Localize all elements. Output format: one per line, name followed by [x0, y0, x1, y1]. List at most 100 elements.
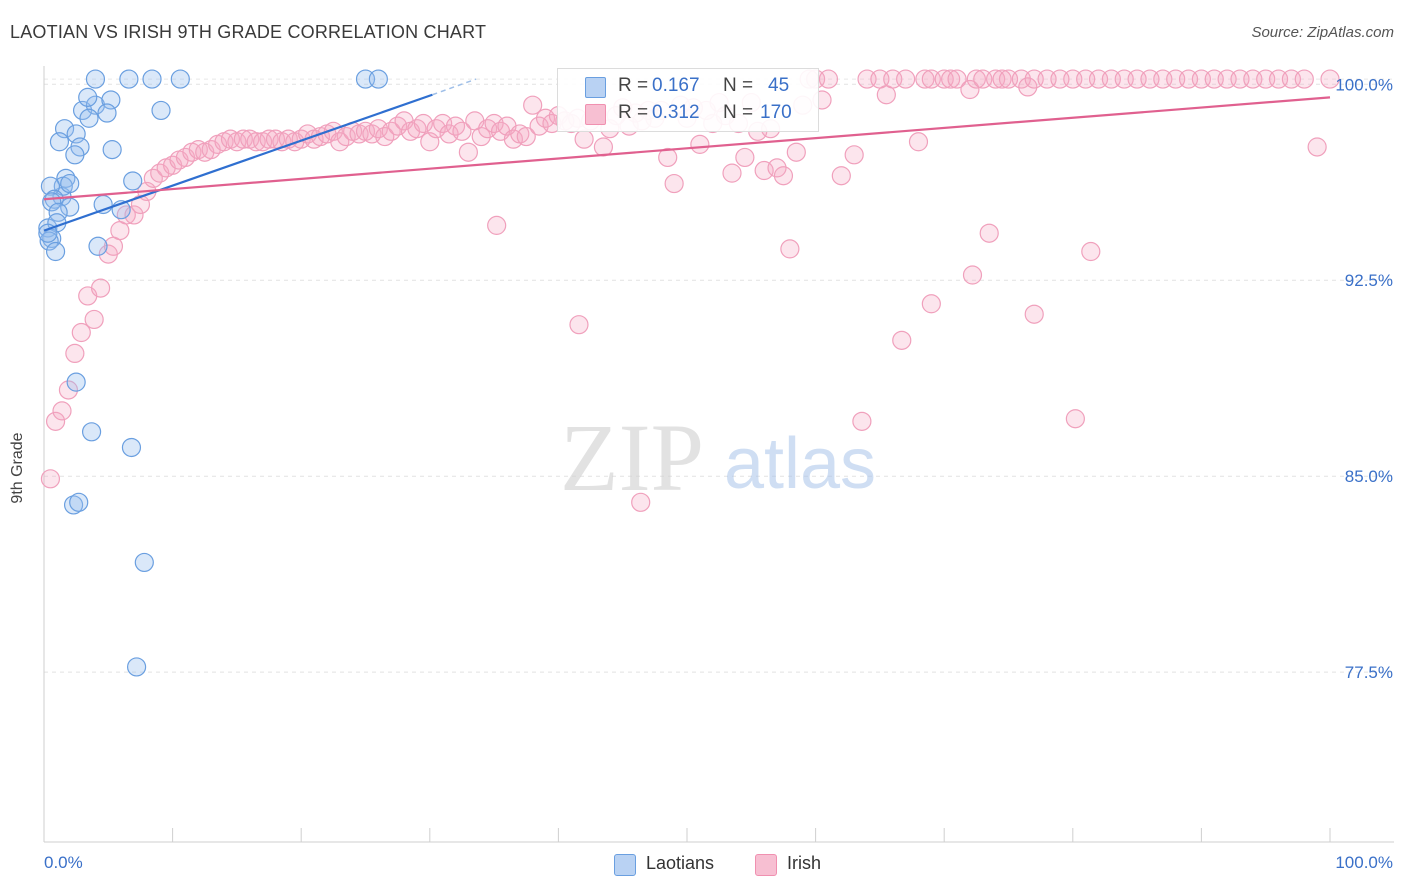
irish-point — [1307, 137, 1327, 157]
laotian-point — [45, 241, 66, 262]
irish-point — [947, 69, 967, 89]
irish-point — [458, 142, 478, 162]
laotian-point — [102, 140, 122, 160]
legend-r-value: 0.312 — [652, 102, 700, 123]
laotian-point — [69, 492, 89, 512]
laotian-legend-swatch — [614, 854, 636, 876]
irish-point — [71, 322, 91, 343]
legend-n-label: N = — [723, 75, 754, 96]
irish-point — [664, 173, 684, 194]
irish-point — [330, 132, 350, 152]
irish-point — [1294, 69, 1314, 89]
irish-point — [852, 411, 872, 431]
laotian-point — [81, 422, 102, 442]
irish-point — [658, 147, 678, 168]
irish-point — [1320, 69, 1340, 89]
irish-point — [40, 469, 61, 489]
y-tick-label: 85.0% — [1345, 467, 1393, 486]
chart-source: Source: ZipAtlas.com — [1251, 24, 1394, 41]
irish-trend-line — [43, 96, 1331, 201]
correlation-legend: R = 0.167 N = 45 R = 0.312 N = 170 — [557, 68, 819, 132]
irish-point — [52, 401, 72, 421]
irish-point — [58, 380, 79, 400]
laotian-point — [97, 103, 117, 123]
irish-point — [631, 492, 651, 512]
irish-point — [722, 163, 742, 183]
laotian-swatch — [585, 77, 606, 98]
irish-point — [45, 411, 66, 431]
irish-point — [413, 113, 433, 134]
irish-point — [786, 142, 806, 162]
legend-r-label: R = — [618, 102, 649, 123]
irish-point — [593, 137, 614, 157]
irish-point — [844, 145, 864, 165]
irish-point — [1018, 77, 1038, 97]
irish-point — [1065, 409, 1085, 429]
irish-point — [962, 265, 983, 285]
irish-point — [65, 343, 85, 364]
irish-point — [818, 69, 839, 89]
axes — [43, 66, 1394, 843]
irish-point — [487, 215, 507, 235]
irish-point — [966, 69, 986, 89]
legend-r-value: 0.167 — [652, 75, 700, 96]
irish-point — [375, 126, 395, 147]
irish-point — [452, 121, 472, 141]
irish-point — [407, 119, 427, 139]
irish-point — [921, 294, 941, 314]
legend-n-label: N = — [723, 102, 754, 123]
irish-point — [116, 205, 136, 225]
legend-n-value: 170 — [760, 102, 792, 123]
irish-point — [915, 69, 935, 89]
legend-row-laotians: R = 0.167 N = 45 — [558, 73, 818, 99]
irish-point — [780, 239, 800, 259]
irish-point — [908, 132, 929, 152]
irish-point — [143, 168, 163, 188]
laotian-point — [119, 69, 139, 89]
y-tick-label: 77.5% — [1345, 663, 1393, 682]
laotian-point — [134, 552, 154, 573]
x-tick-label: 0.0% — [44, 853, 83, 872]
legend-row-irish: R = 0.312 N = 170 — [558, 100, 818, 126]
laotian-point — [60, 173, 80, 194]
irish-point — [1081, 241, 1101, 262]
irish-point — [445, 116, 466, 136]
laotian-legend-label: Laotians — [646, 853, 715, 873]
irish-point — [381, 121, 401, 141]
laotian-point — [123, 171, 143, 191]
laotian-point — [79, 108, 99, 128]
irish-point — [471, 126, 491, 147]
irish-point — [569, 315, 589, 335]
chart-title: LAOTIAN VS IRISH 9TH GRADE CORRELATION C… — [10, 22, 487, 42]
laotian-point — [66, 372, 86, 392]
irish-point — [90, 278, 111, 298]
irish-point — [896, 69, 916, 89]
laotian-point — [48, 202, 68, 222]
irish-point — [941, 69, 961, 89]
irish-point — [124, 205, 144, 225]
irish-point — [979, 223, 999, 243]
laotian-point — [88, 236, 108, 256]
irish-point — [690, 134, 710, 154]
irish-legend-swatch — [755, 854, 777, 876]
y-tick-label: 100.0% — [1335, 75, 1393, 94]
laotian-point — [65, 145, 85, 165]
irish-point — [992, 69, 1012, 89]
irish-point — [516, 126, 536, 147]
y-tick-label: 92.5% — [1345, 271, 1393, 290]
laotian-point — [49, 132, 70, 152]
irish-point — [84, 309, 104, 330]
irish-series — [40, 69, 1340, 512]
x-tick-label: 100.0% — [1335, 853, 1393, 872]
laotian-series — [38, 69, 388, 677]
irish-point — [574, 129, 594, 149]
laotian-point — [126, 657, 147, 677]
laotian-point — [142, 69, 162, 89]
irish-point — [831, 166, 851, 186]
laotian-point — [56, 168, 76, 188]
irish-point — [523, 95, 543, 115]
laotian-point — [170, 69, 190, 89]
irish-point — [960, 79, 980, 100]
tick-labels: 77.5% 85.0% 92.5% 100.0% 0.0% 100.0% — [44, 75, 1393, 872]
